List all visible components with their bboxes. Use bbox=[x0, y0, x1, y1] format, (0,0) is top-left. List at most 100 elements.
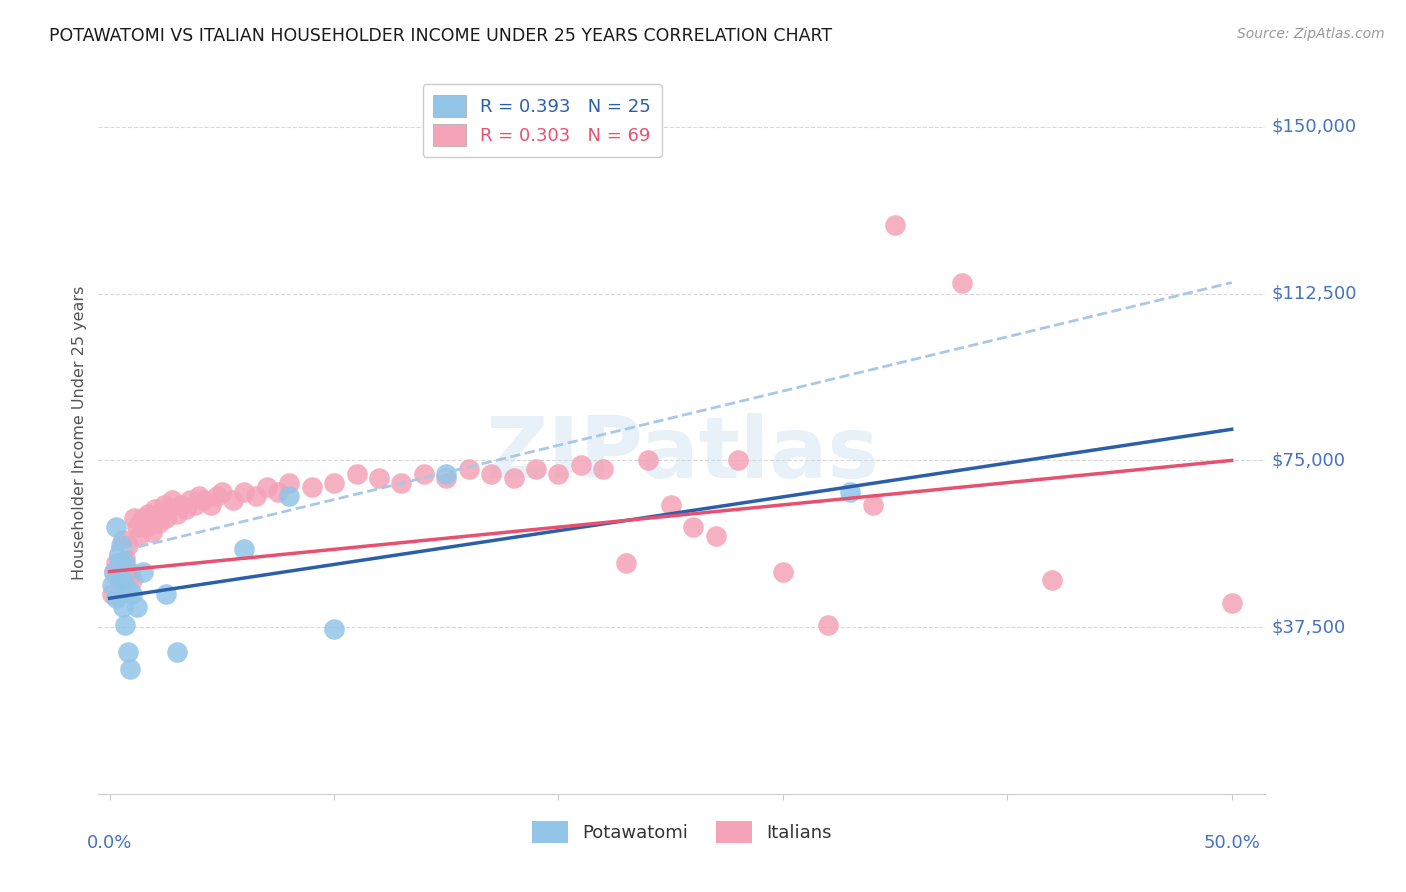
Point bbox=[155, 511, 177, 525]
Point bbox=[278, 475, 301, 490]
Point bbox=[105, 556, 128, 570]
Point bbox=[139, 516, 162, 530]
Point bbox=[502, 471, 524, 485]
Point bbox=[884, 218, 907, 232]
Point bbox=[105, 520, 128, 534]
Point bbox=[121, 574, 143, 588]
Point bbox=[107, 547, 129, 561]
Point bbox=[772, 565, 794, 579]
Point bbox=[114, 551, 136, 566]
Point bbox=[174, 502, 197, 516]
Point bbox=[952, 276, 974, 290]
Point bbox=[117, 644, 139, 658]
Point bbox=[112, 533, 135, 548]
Point bbox=[389, 475, 412, 490]
Point bbox=[233, 484, 256, 499]
Point bbox=[193, 493, 215, 508]
Point bbox=[132, 511, 155, 525]
Point bbox=[817, 618, 839, 632]
Point bbox=[112, 574, 135, 588]
Point bbox=[614, 556, 637, 570]
Point bbox=[323, 623, 346, 637]
Point bbox=[200, 498, 222, 512]
Text: $150,000: $150,000 bbox=[1271, 118, 1357, 136]
Point bbox=[118, 662, 141, 676]
Point bbox=[105, 591, 128, 606]
Point bbox=[479, 467, 502, 481]
Point bbox=[103, 565, 125, 579]
Point bbox=[188, 489, 211, 503]
Point bbox=[152, 498, 174, 512]
Text: Source: ZipAtlas.com: Source: ZipAtlas.com bbox=[1237, 27, 1385, 41]
Point bbox=[162, 493, 184, 508]
Point bbox=[211, 484, 233, 499]
Point bbox=[524, 462, 547, 476]
Point bbox=[368, 471, 391, 485]
Text: $75,000: $75,000 bbox=[1271, 451, 1346, 469]
Point bbox=[267, 484, 290, 499]
Point bbox=[110, 574, 132, 588]
Point bbox=[125, 520, 148, 534]
Point bbox=[301, 480, 323, 494]
Point bbox=[141, 524, 163, 539]
Point bbox=[346, 467, 368, 481]
Text: 50.0%: 50.0% bbox=[1204, 834, 1260, 852]
Point bbox=[184, 498, 207, 512]
Point bbox=[121, 587, 143, 601]
Point bbox=[1220, 596, 1243, 610]
Point bbox=[592, 462, 614, 476]
Text: POTAWATOMI VS ITALIAN HOUSEHOLDER INCOME UNDER 25 YEARS CORRELATION CHART: POTAWATOMI VS ITALIAN HOUSEHOLDER INCOME… bbox=[49, 27, 832, 45]
Point bbox=[704, 529, 727, 543]
Point bbox=[114, 618, 136, 632]
Point bbox=[118, 565, 141, 579]
Legend: Potawatomi, Italians: Potawatomi, Italians bbox=[524, 814, 839, 850]
Point bbox=[569, 458, 592, 472]
Point bbox=[156, 502, 179, 516]
Text: 0.0%: 0.0% bbox=[87, 834, 132, 852]
Point bbox=[117, 582, 139, 597]
Point bbox=[110, 542, 132, 557]
Point bbox=[278, 489, 301, 503]
Point bbox=[146, 511, 169, 525]
Point bbox=[207, 489, 229, 503]
Text: $37,500: $37,500 bbox=[1271, 618, 1346, 636]
Point bbox=[727, 453, 749, 467]
Point bbox=[457, 462, 479, 476]
Point bbox=[659, 498, 682, 512]
Point bbox=[166, 644, 188, 658]
Point bbox=[103, 565, 125, 579]
Point bbox=[637, 453, 659, 467]
Point bbox=[222, 493, 245, 508]
Point bbox=[117, 538, 139, 552]
Point bbox=[110, 538, 132, 552]
Point bbox=[101, 587, 124, 601]
Point bbox=[839, 484, 862, 499]
Point bbox=[682, 520, 704, 534]
Point bbox=[323, 475, 346, 490]
Point bbox=[135, 520, 157, 534]
Point bbox=[143, 502, 166, 516]
Point bbox=[166, 507, 188, 521]
Point bbox=[136, 507, 159, 521]
Point bbox=[150, 507, 173, 521]
Point bbox=[412, 467, 434, 481]
Point bbox=[862, 498, 884, 512]
Point bbox=[1040, 574, 1063, 588]
Point bbox=[155, 587, 177, 601]
Point bbox=[245, 489, 267, 503]
Point bbox=[179, 493, 201, 508]
Point bbox=[112, 600, 135, 615]
Point bbox=[128, 529, 150, 543]
Text: $112,500: $112,500 bbox=[1271, 285, 1357, 302]
Point bbox=[107, 551, 129, 566]
Point bbox=[256, 480, 278, 494]
Point bbox=[148, 516, 170, 530]
Point bbox=[434, 471, 457, 485]
Point bbox=[114, 556, 136, 570]
Point bbox=[547, 467, 569, 481]
Point bbox=[170, 498, 193, 512]
Y-axis label: Householder Income Under 25 years: Householder Income Under 25 years bbox=[72, 285, 87, 580]
Point bbox=[125, 600, 148, 615]
Point bbox=[107, 574, 129, 588]
Text: ZIPatlas: ZIPatlas bbox=[485, 413, 879, 496]
